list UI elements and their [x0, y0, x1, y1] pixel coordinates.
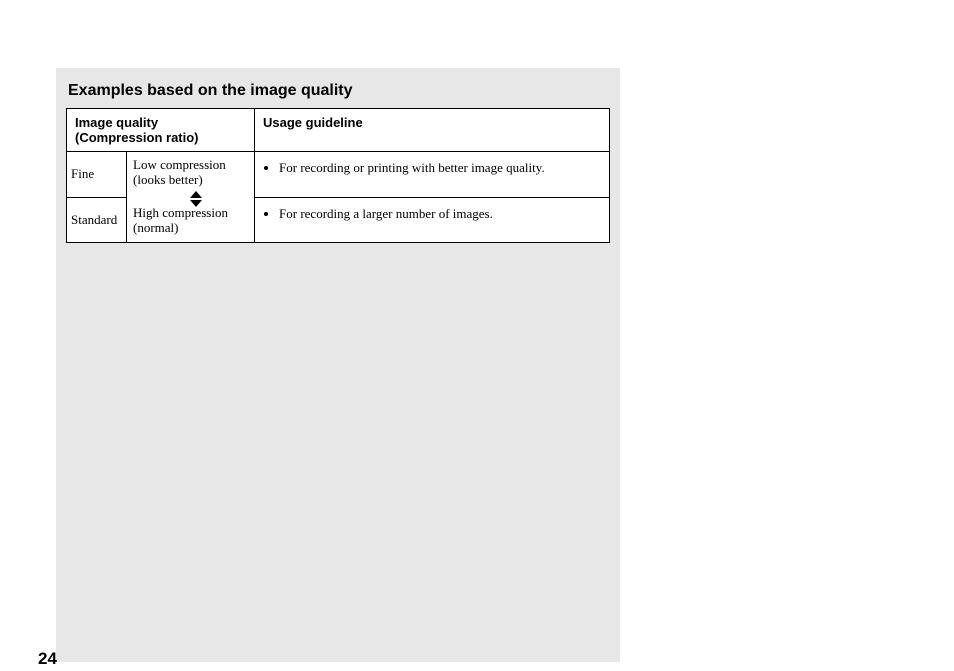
header-usage-guideline: Usage guideline	[255, 109, 610, 152]
compression-range-inner: Low compression (looks better) High comp…	[133, 158, 248, 236]
cell-usage-fine: For recording or printing with better im…	[255, 152, 610, 198]
compression-low-line2: (looks better)	[133, 172, 203, 187]
header-image-quality: Image quality (Compression ratio)	[67, 109, 255, 152]
cell-usage-standard: For recording a larger number of images.	[255, 197, 610, 243]
document-page: Examples based on the image quality Imag…	[56, 68, 620, 662]
compression-high-label: High compression (normal)	[133, 206, 228, 236]
page-number: 24	[38, 649, 57, 669]
cell-quality-fine: Fine	[67, 152, 127, 198]
cell-compression-range: Low compression (looks better) High comp…	[127, 152, 255, 243]
usage-text: For recording or printing with better im…	[279, 160, 599, 176]
compression-low-line1: Low compression	[133, 157, 226, 172]
section-title: Examples based on the image quality	[68, 82, 610, 100]
usage-text: For recording a larger number of images.	[279, 206, 599, 222]
cell-quality-standard: Standard	[67, 197, 127, 243]
compression-high-line2: (normal)	[133, 220, 178, 235]
header-quality-line2: (Compression ratio)	[75, 130, 199, 145]
table-header-row: Image quality (Compression ratio) Usage …	[67, 109, 610, 152]
header-quality-line1: Image quality	[75, 115, 158, 130]
table-row: Fine Low compression (looks better) High…	[67, 152, 610, 198]
compression-low-label: Low compression (looks better)	[133, 158, 226, 188]
compression-high-line1: High compression	[133, 205, 228, 220]
image-quality-table: Image quality (Compression ratio) Usage …	[66, 108, 610, 243]
